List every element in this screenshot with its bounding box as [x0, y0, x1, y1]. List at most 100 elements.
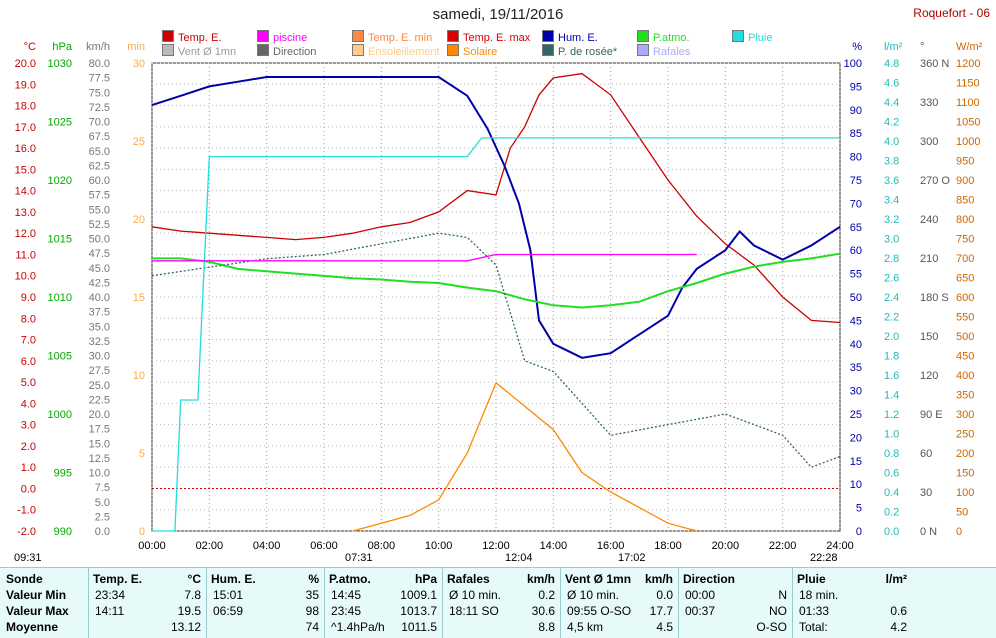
- solar-axis-tick: 700: [956, 253, 974, 265]
- dir-axis-tick: 90 E: [920, 409, 943, 421]
- summary-cell: Ø 10 min. 0.2: [449, 588, 555, 602]
- wind-axis-tick: 20.0: [89, 409, 110, 421]
- rain-axis-tick: 1.8: [884, 351, 899, 363]
- sun-axis-tick: 5: [139, 448, 145, 460]
- x-tick-label: 22:00: [769, 540, 797, 552]
- summary-cell: 15:01 35: [213, 588, 319, 602]
- temp-axis-tick: 9.0: [21, 292, 36, 304]
- wind-axis-tick: 0.0: [95, 526, 110, 538]
- wind-axis-tick: 5.0: [95, 497, 110, 509]
- summary-cell: Ø 10 min. 0.0: [567, 588, 673, 602]
- legend-swatch: [257, 44, 269, 56]
- wind-axis-tick: 80.0: [89, 58, 110, 70]
- solar-axis-tick: 150: [956, 468, 974, 480]
- hum-axis-tick: 15: [850, 456, 862, 468]
- legend-swatch: [732, 30, 744, 42]
- pressure-axis-tick: 1000: [48, 409, 72, 421]
- x-tick-label: 24:00: [826, 540, 854, 552]
- hum-axis-tick: 90: [850, 105, 862, 117]
- wind-axis-tick: 7.5: [95, 482, 110, 494]
- summary-column-unit: l/m²: [885, 572, 907, 586]
- legend-label: Vent Ø 1mn: [178, 46, 237, 58]
- hum-axis-tick: 35: [850, 362, 862, 374]
- summary-cell: ^1.4hPa/h 1011.5: [331, 620, 437, 634]
- legend-item: Solaire: [447, 44, 497, 58]
- pressure-axis-tick: 990: [54, 526, 72, 538]
- series-p-atmo-: [152, 252, 841, 309]
- wind-axis-tick: 67.5: [89, 131, 110, 143]
- x-tick-label: 10:00: [425, 540, 453, 552]
- summary-row-label: Valeur Max: [6, 604, 69, 618]
- temp-axis-tick: 19.0: [15, 79, 36, 91]
- temp-axis-tick: 11.0: [15, 249, 36, 261]
- temp-axis-tick: 13.0: [15, 207, 36, 219]
- sun-axis-tick: 30: [133, 58, 145, 70]
- rain-axis-tick: 1.0: [884, 429, 899, 441]
- pressure-axis-tick: 1005: [48, 351, 72, 363]
- legend-swatch: [637, 30, 649, 42]
- dir-axis-tick: 180 S: [920, 292, 949, 304]
- solar-axis-unit: W/m²: [956, 41, 983, 53]
- x-tick-label: 02:00: [196, 540, 224, 552]
- temp-axis-tick: 5.0: [21, 377, 36, 389]
- solar-axis-tick: 50: [956, 507, 968, 519]
- legend-label: P. de rosée*: [558, 46, 618, 58]
- dir-axis-tick: 300: [920, 136, 938, 148]
- summary-column: Pluie l/m² 18 min. 01:33 0.6 Total: 4.2: [792, 568, 913, 638]
- legend-swatch: [542, 30, 554, 42]
- rain-axis-tick: 4.4: [884, 97, 899, 109]
- solar-axis-tick: 1050: [956, 117, 980, 129]
- hum-axis-tick: 5: [856, 503, 862, 515]
- dir-axis-tick: 210: [920, 253, 938, 265]
- wind-axis-tick: 32.5: [89, 336, 110, 348]
- legend-item: Ensoleillement: [352, 44, 440, 58]
- legend-label: Temp. E.: [178, 32, 222, 44]
- hum-axis-tick: 10: [850, 479, 862, 491]
- solar-axis-tick: 1200: [956, 58, 980, 70]
- wind-axis-tick: 75.0: [89, 87, 110, 99]
- dir-axis-tick: 0 N: [920, 526, 937, 538]
- summary-column-unit: °C: [187, 572, 201, 586]
- temp-axis-tick: -1.0: [17, 505, 36, 517]
- temp-axis-tick: 2.0: [21, 441, 36, 453]
- pressure-axis-tick: 1020: [48, 175, 72, 187]
- solar-axis-tick: 750: [956, 234, 974, 246]
- legend-item: P.atmo.: [637, 30, 690, 44]
- summary-column: P.atmo. hPa 14:45 1009.1 23:45 1013.7 ^1.4hPa/…: [324, 568, 443, 638]
- wind-axis-tick: 70.0: [89, 117, 110, 129]
- legend-swatch: [447, 30, 459, 42]
- legend-item: P. de rosée*: [542, 44, 617, 58]
- wind-axis-tick: 22.5: [89, 394, 110, 406]
- wind-axis-tick: 45.0: [89, 263, 110, 275]
- legend-label: Ensoleillement: [368, 46, 440, 58]
- solar-axis-tick: 800: [956, 214, 974, 226]
- solar-axis-tick: 900: [956, 175, 974, 187]
- legend-item: Temp. E. max: [447, 30, 530, 44]
- hum-axis-tick: 20: [850, 432, 862, 444]
- summary-column-header: Temp. E.: [93, 572, 143, 586]
- rain-axis-tick: 1.4: [884, 390, 899, 402]
- summary-table: Sonde Valeur Min Valeur Max Moyenne Temp. E.…: [0, 567, 996, 638]
- summary-cell: 18:11 SO 30.6: [449, 604, 555, 618]
- sun-axis-tick: 20: [133, 214, 145, 226]
- rain-axis-tick: 0.0: [884, 526, 899, 538]
- rain-axis-tick: 3.2: [884, 214, 899, 226]
- solar-axis-tick: 600: [956, 292, 974, 304]
- wind-axis-tick: 30.0: [89, 351, 110, 363]
- series-pluie: [152, 137, 840, 532]
- time-marker: 12:04: [505, 552, 533, 564]
- pressure-axis-unit: hPa: [52, 41, 72, 53]
- wind-axis-tick: 50.0: [89, 234, 110, 246]
- summary-column-unit: km/h: [526, 572, 555, 586]
- summary-column-unit: %: [308, 572, 319, 586]
- legend-label: Rafales: [653, 46, 691, 58]
- wind-axis-tick: 57.5: [89, 190, 110, 202]
- wind-axis-tick: 52.5: [89, 219, 110, 231]
- hum-axis-tick: 85: [850, 128, 862, 140]
- summary-column-header: Rafales: [447, 572, 490, 586]
- wind-axis-tick: 65.0: [89, 146, 110, 158]
- temp-axis-unit: °C: [24, 41, 36, 53]
- solar-axis-tick: 1100: [956, 97, 980, 109]
- rain-axis-tick: 2.4: [884, 292, 899, 304]
- summary-cell: Total: 4.2: [799, 620, 907, 634]
